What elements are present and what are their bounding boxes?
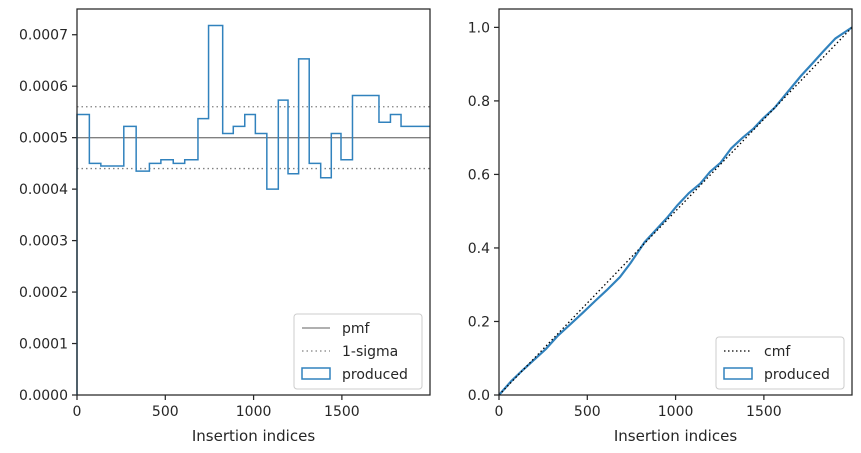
left-y-tick-label: 0.0004	[19, 182, 68, 198]
right-x-tick-label: 500	[574, 404, 601, 420]
legend-label-produced: produced	[342, 367, 408, 383]
right-x-tick-label: 0	[495, 404, 504, 420]
left-y-tick-label: 0.0003	[19, 234, 68, 250]
legend-swatch-produced	[723, 367, 753, 380]
left-ticks: 0 500 1000 1500 0.0000 0.0001 0.0002 0.0003 0.00…	[19, 28, 360, 420]
pmf-panel: 0 500 1000 1500 0.0000 0.0001 0.0002 0.0003 0.00…	[19, 8, 431, 445]
left-y-tick-label: 0.0001	[19, 337, 68, 353]
right-x-tick-label: 1000	[658, 404, 694, 420]
left-x-tick-label: 1000	[236, 404, 272, 420]
left-y-tick-label: 0.0007	[19, 28, 68, 44]
legend-swatch-produced	[301, 367, 331, 380]
left-x-axis-label: Insertion indices	[192, 427, 315, 445]
left-legend: pmf 1-sigma produced	[293, 313, 423, 390]
right-y-tick-label: 0.6	[468, 167, 490, 183]
left-reference-lines	[77, 106, 430, 170]
right-y-tick-label: 0.2	[468, 314, 490, 330]
left-plot-frame	[76, 8, 431, 396]
legend-label-1-sigma: 1-sigma	[342, 344, 398, 360]
right-series	[498, 26, 853, 396]
legend-label-cmf: cmf	[764, 344, 791, 360]
cmf-line	[498, 26, 853, 396]
left-y-tick-label: 0.0002	[19, 285, 68, 301]
right-x-axis-label: Insertion indices	[614, 427, 737, 445]
cmf-panel: 0 500 1000 1500 0.0 0.2 0.4 0.6 0.8 1.0 Insertion…	[468, 8, 853, 445]
legend-label-pmf: pmf	[342, 321, 371, 337]
left-y-tick-label: 0.0000	[19, 388, 68, 404]
right-y-tick-label: 0.4	[468, 241, 490, 257]
right-x-tick-label: 1500	[746, 404, 782, 420]
right-plot-frame	[498, 8, 853, 396]
left-x-tick-label: 0	[73, 404, 82, 420]
left-x-tick-label: 500	[152, 404, 179, 420]
left-x-tick-label: 1500	[324, 404, 360, 420]
right-ticks: 0 500 1000 1500 0.0 0.2 0.4 0.6 0.8 1.0	[468, 20, 782, 420]
right-legend: cmf produced	[715, 336, 845, 390]
left-series	[76, 24, 430, 395]
right-y-tick-label: 0.0	[468, 388, 490, 404]
right-legend-box	[715, 336, 845, 390]
legend-label-produced: produced	[764, 367, 830, 383]
left-y-tick-label: 0.0006	[19, 79, 68, 95]
right-y-tick-label: 0.8	[468, 94, 490, 110]
left-legend-box	[293, 313, 423, 390]
left-y-tick-label: 0.0005	[19, 131, 68, 147]
produced-step-series	[76, 24, 430, 395]
produced-cumulative-series	[498, 26, 853, 396]
right-y-tick-label: 1.0	[468, 20, 490, 36]
